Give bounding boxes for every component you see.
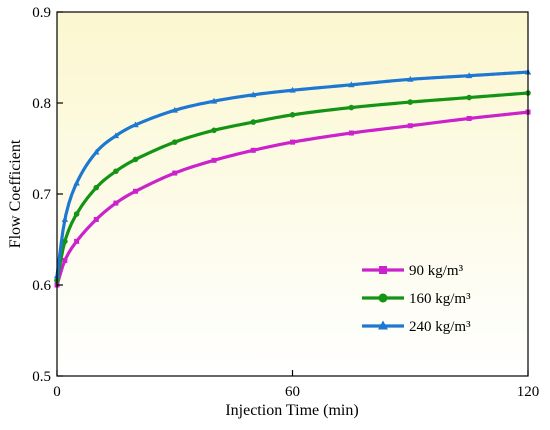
data-point <box>93 148 100 155</box>
ticks-layer: 0 60 120 0.5 0.6 0.7 0.8 0.9 <box>32 5 539 400</box>
legend-marker <box>378 293 388 303</box>
data-point <box>73 179 80 186</box>
data-point <box>93 216 99 222</box>
x-tick-label: 120 <box>517 384 540 400</box>
legend-marker <box>378 320 388 330</box>
y-tick-label: 0.5 <box>32 369 51 385</box>
data-point <box>113 168 119 175</box>
data-point <box>112 132 120 139</box>
data-point <box>133 188 138 194</box>
data-point <box>250 91 257 98</box>
data-point <box>211 127 217 134</box>
legend-item: 160 kg/m³ <box>362 291 471 307</box>
data-point <box>289 112 296 118</box>
y-tick-label: 0.6 <box>32 278 51 294</box>
legend-label: 240 kg/m³ <box>409 319 471 335</box>
legend-label: 160 kg/m³ <box>409 291 471 307</box>
data-point <box>132 156 139 163</box>
data-point <box>250 119 257 125</box>
data-point <box>407 75 414 82</box>
x-axis-title: Injection Time (min) <box>225 402 358 419</box>
data-point <box>466 94 472 101</box>
series-layer <box>53 68 532 288</box>
data-point <box>62 238 68 245</box>
data-point <box>466 115 472 121</box>
data-point <box>61 216 69 222</box>
data-point <box>348 104 355 111</box>
data-point <box>250 147 256 153</box>
data-point <box>172 170 178 176</box>
x-tick-label: 0 <box>53 384 61 400</box>
data-point <box>211 157 217 163</box>
series-3 <box>53 68 532 279</box>
data-point <box>348 81 355 88</box>
y-tick-label: 0.9 <box>32 5 51 21</box>
data-point <box>289 86 296 93</box>
plot-area <box>57 12 528 376</box>
data-point <box>62 257 68 263</box>
data-point <box>407 123 413 129</box>
legend-item: 90 kg/m³ <box>362 263 464 279</box>
data-point <box>210 97 218 104</box>
data-point <box>113 200 119 206</box>
data-point <box>171 106 178 113</box>
data-point <box>74 238 80 244</box>
legend-label: 90 kg/m³ <box>409 263 464 279</box>
data-point <box>171 139 178 145</box>
data-point <box>407 99 414 105</box>
data-point <box>465 72 473 79</box>
data-point <box>348 130 354 136</box>
y-tick-label: 0.7 <box>32 187 51 203</box>
x-tick-label: 60 <box>285 384 300 400</box>
series-2 <box>54 90 531 284</box>
data-point <box>132 121 139 128</box>
legend-item: 240 kg/m³ <box>362 319 471 335</box>
legend-marker <box>379 266 387 274</box>
data-point <box>290 139 295 145</box>
data-point <box>73 211 80 217</box>
y-axis-title: Flow Coefficient <box>7 139 24 248</box>
y-tick-label: 0.8 <box>32 96 51 112</box>
data-point <box>93 184 100 191</box>
legend: 90 kg/m³ 160 kg/m³ 240 kg/m³ <box>362 263 471 335</box>
